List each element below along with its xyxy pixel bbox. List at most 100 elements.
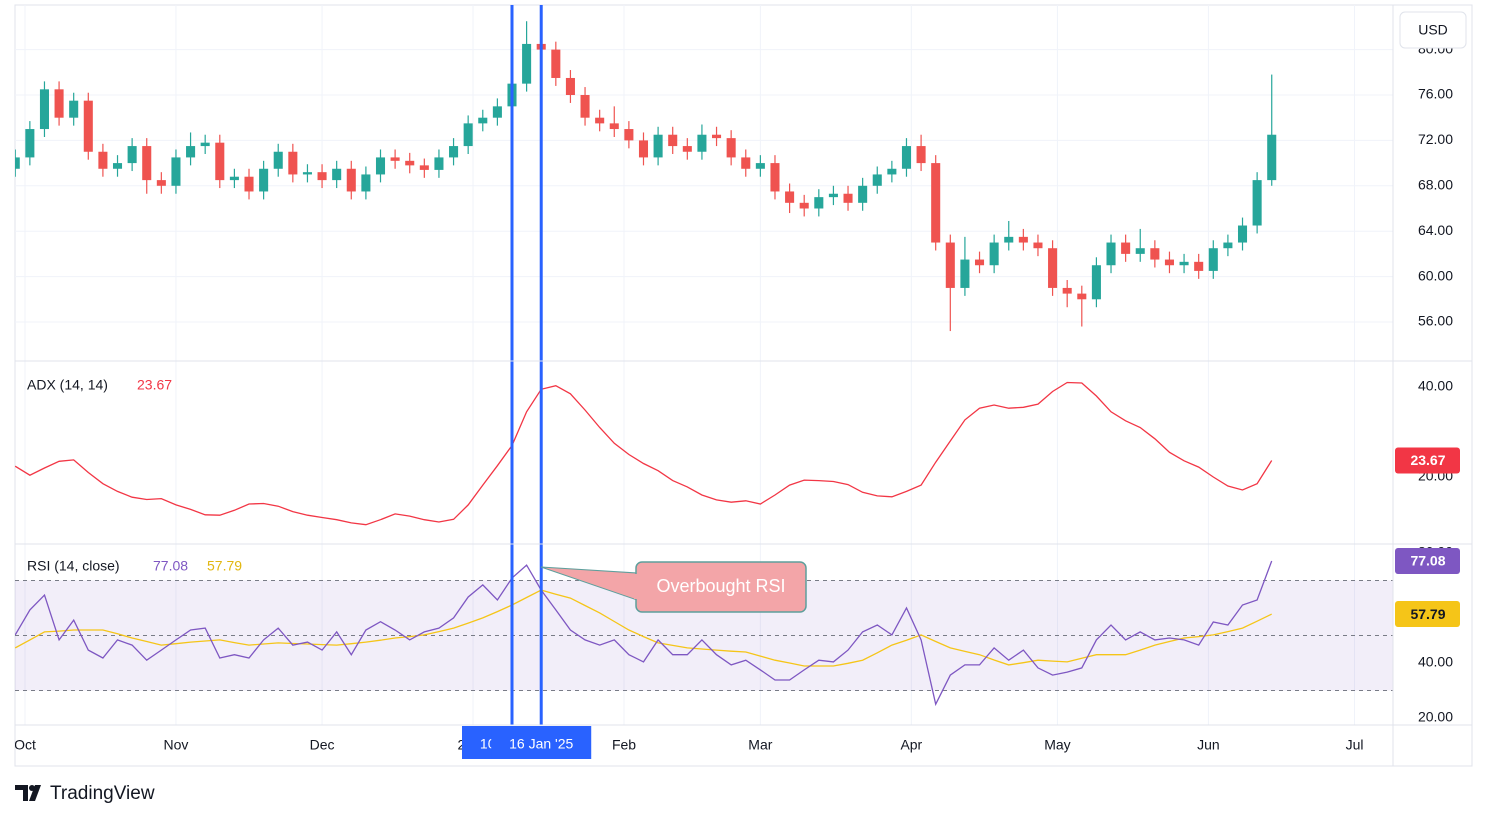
adx-legend: ADX (14, 14)	[27, 377, 108, 393]
x-tick-label: Nov	[164, 737, 189, 753]
y-tick-label: 56.00	[1418, 313, 1453, 329]
candle-body	[697, 134, 707, 152]
y-tick-label: 68.00	[1418, 176, 1453, 192]
candle-body	[1121, 242, 1131, 254]
candle-body	[1237, 225, 1248, 243]
currency-label[interactable]: USD	[1418, 22, 1448, 38]
candle-body	[419, 165, 429, 170]
candle-body	[595, 117, 605, 124]
y-tick-label: 40.00	[1418, 378, 1453, 394]
brand-logo-dot[interactable]	[29, 785, 35, 791]
x-tick-label: Feb	[612, 737, 636, 753]
y-tick-label: 60.00	[1418, 267, 1453, 283]
candle-body	[960, 259, 970, 288]
callout-text: Overbought RSI	[656, 576, 785, 596]
candle-body	[974, 259, 985, 266]
rsi-line	[15, 560, 1273, 707]
candle-body	[1267, 134, 1277, 181]
candle-body	[1135, 248, 1145, 254]
candle-body	[171, 157, 181, 186]
candle-body	[375, 157, 386, 175]
candle-body	[887, 168, 897, 175]
candle-body	[755, 163, 765, 169]
candle-body	[931, 163, 941, 243]
candle-body	[814, 197, 824, 209]
candle-body	[1208, 248, 1218, 271]
candle-body	[726, 138, 736, 158]
rsi-legend-value: 77.08	[153, 558, 188, 574]
candle-body	[83, 100, 93, 152]
candle-body	[390, 157, 400, 161]
candle-body	[741, 157, 751, 169]
candle-body	[15, 157, 20, 169]
candle-body	[1033, 242, 1043, 249]
candle-body	[668, 134, 678, 147]
candle-body	[1252, 180, 1262, 226]
candle-body	[1091, 265, 1101, 300]
candle-body	[638, 140, 649, 158]
x-tick-label: Apr	[900, 737, 922, 753]
candle-body	[229, 176, 239, 181]
candle-body	[1179, 261, 1189, 266]
y-tick-label: 20.00	[1418, 709, 1453, 725]
candle-body	[989, 242, 999, 266]
x-tick-label: Oct	[14, 737, 36, 753]
currency-box[interactable]	[1399, 11, 1467, 49]
brand-logo[interactable]	[15, 785, 41, 801]
adx-line	[15, 381, 1273, 526]
y-tick-label: 40.00	[1418, 654, 1453, 670]
candle-body	[901, 146, 912, 169]
candle-body	[1106, 242, 1116, 266]
callout-joint	[634, 574, 639, 599]
candle-body	[215, 142, 225, 181]
candle-body	[259, 168, 269, 192]
y-tick-label: 64.00	[1418, 222, 1453, 238]
chart-frame	[14, 4, 1473, 767]
candle-body	[1004, 236, 1014, 243]
candle-body	[25, 129, 35, 158]
candle-body	[1194, 261, 1204, 271]
currency-button[interactable]: USD	[1399, 11, 1467, 49]
candle-body	[916, 146, 926, 164]
candle-body	[492, 106, 502, 118]
value-badge-label: 77.08	[1410, 553, 1445, 569]
candle-body	[54, 89, 64, 118]
time-axis: OctNovDec2025FebMarAprMayJunJul	[14, 737, 1364, 753]
x-tick-label: Jun	[1197, 737, 1220, 753]
value-badge-label: 57.79	[1410, 606, 1445, 622]
candle-body	[463, 123, 473, 147]
value-badge	[1395, 601, 1460, 628]
x-tick-label: Jul	[1346, 737, 1364, 753]
adx-legend-value: 23.67	[137, 377, 172, 393]
rsi-ma-legend-value: 57.79	[207, 558, 242, 574]
rsi-ma-line	[15, 589, 1272, 667]
candle-body	[843, 193, 853, 203]
x-tick-label: Dec	[310, 737, 335, 753]
candle-body	[478, 117, 488, 124]
value-badge	[1395, 447, 1460, 474]
candle-body	[770, 163, 780, 192]
candle-body	[682, 146, 692, 152]
candle-body	[112, 163, 123, 169]
y-tick-label: 76.00	[1418, 86, 1453, 102]
x-tick-label: May	[1044, 737, 1070, 753]
crosshair-label: 16 Jan '25	[509, 736, 573, 752]
candle-body	[653, 134, 663, 158]
brand-name[interactable]: TradingView	[50, 783, 155, 804]
candle-body	[127, 146, 137, 164]
candle-body	[142, 146, 152, 181]
candle-body	[200, 142, 210, 147]
brand[interactable]: TradingView	[15, 783, 155, 804]
candle-body	[828, 193, 838, 198]
candle-body	[346, 168, 356, 192]
candle-body	[1150, 248, 1160, 260]
candle-body	[580, 94, 590, 118]
candle-body	[449, 146, 459, 158]
candle-body	[273, 151, 283, 169]
candle-body	[1223, 242, 1233, 249]
candle-body	[361, 174, 371, 192]
candle-body	[1164, 259, 1174, 266]
candle-body	[945, 242, 955, 288]
badge-layer: 23.67 77.08 57.79	[1395, 447, 1460, 628]
value-badge	[1395, 548, 1460, 575]
